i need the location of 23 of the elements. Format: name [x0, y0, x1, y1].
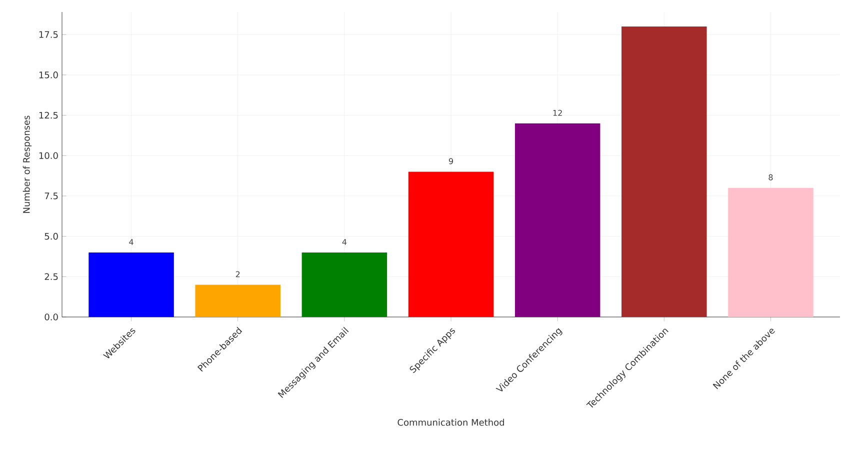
data-label: 9 — [448, 158, 453, 164]
y-tick-label: 12.5 — [39, 112, 58, 119]
data-label: 8 — [768, 174, 773, 180]
y-tick-label: 5.0 — [44, 232, 58, 240]
y-tick-label: 15.0 — [39, 72, 58, 78]
data-label: 12 — [553, 110, 562, 116]
bar — [302, 252, 388, 317]
bar — [728, 188, 814, 317]
bar — [88, 252, 174, 317]
x-axis-title: Communication Method — [398, 418, 504, 426]
data-label: 2 — [236, 271, 240, 278]
y-tick-label: 7.5 — [44, 192, 58, 200]
bar — [408, 172, 494, 317]
bar — [195, 284, 280, 317]
y-tick-label: 2.5 — [44, 273, 58, 280]
y-tick-label: 0.0 — [44, 314, 58, 320]
data-label: 4 — [129, 239, 134, 245]
y-axis-title: Number of Responses — [22, 116, 32, 213]
bar — [514, 123, 600, 317]
y-tick-label: 10.0 — [39, 152, 58, 160]
data-label: 4 — [342, 239, 347, 245]
bar — [622, 26, 707, 317]
y-tick-label: 17.5 — [39, 31, 58, 38]
